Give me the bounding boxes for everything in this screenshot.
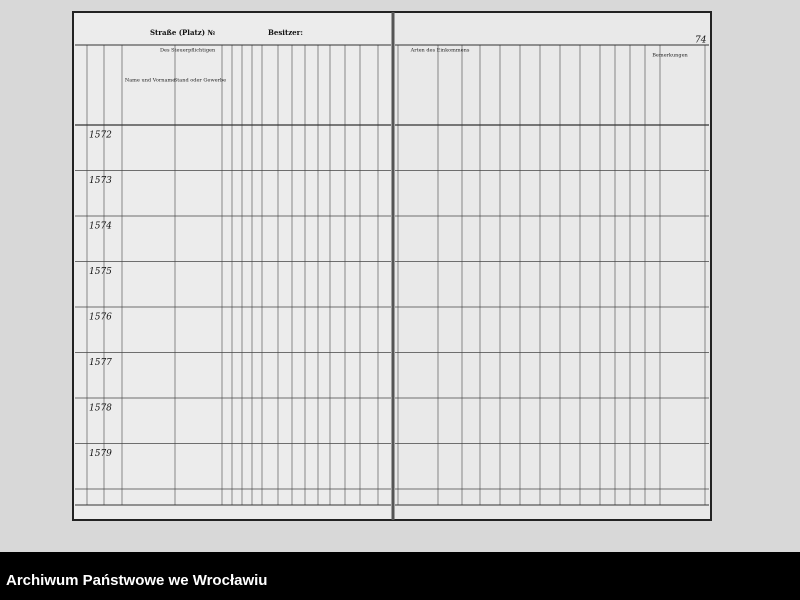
column-header: Name und Vorname — [125, 78, 175, 84]
row-number: 1572 — [89, 131, 112, 141]
page-number: 74 — [695, 36, 707, 46]
caption-bar — [0, 555, 800, 600]
column-header: Arten des Einkommens — [410, 48, 470, 54]
column-header: Bemerkungen — [652, 53, 688, 59]
ledger-grid — [75, 44, 709, 506]
left-page — [72, 11, 394, 521]
column-header: Des Steuerpflichtigen — [160, 48, 216, 54]
row-number: 1573 — [89, 176, 112, 186]
column-header: Stand oder Gewerbe — [174, 78, 226, 84]
owner-label: Besitzer: — [268, 28, 303, 37]
row-number: 1578 — [89, 404, 112, 414]
right-page — [392, 11, 712, 521]
row-number: 1575 — [89, 267, 112, 277]
row-number: 1574 — [89, 222, 112, 232]
street-label: Straße (Platz) № — [150, 28, 215, 37]
row-number: 1579 — [89, 449, 112, 459]
archive-caption: Archiwum Państwowe we Wrocławiu — [6, 572, 267, 589]
row-number: 1576 — [89, 313, 112, 323]
row-number: 1577 — [89, 358, 112, 368]
